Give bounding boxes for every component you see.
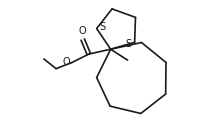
Text: S: S [100,22,106,32]
Text: S: S [125,39,132,49]
Text: O: O [78,27,86,37]
Text: O: O [62,57,70,67]
